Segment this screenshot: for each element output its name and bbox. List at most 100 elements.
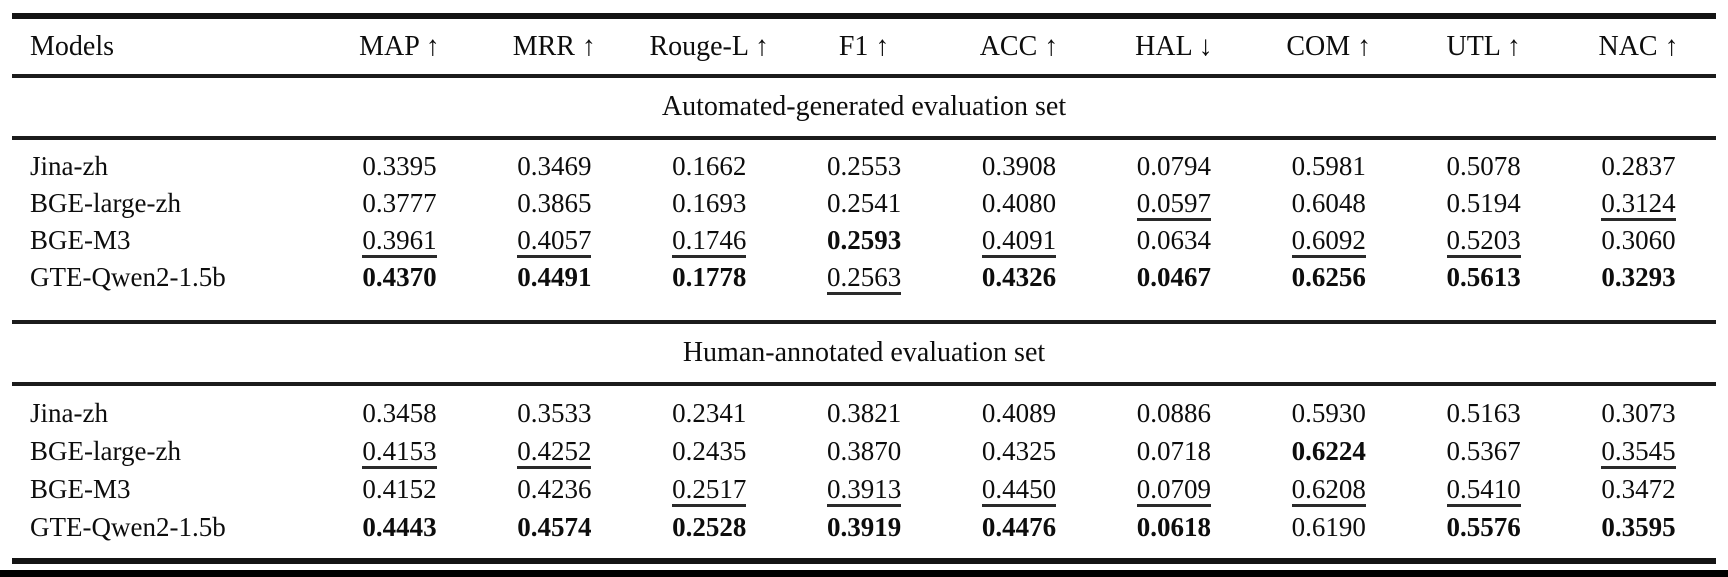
- metric-value-cell: 0.0597: [1096, 185, 1251, 222]
- metric-value-text: 0.3472: [1601, 474, 1676, 504]
- metric-value-cell: 0.3533: [477, 394, 632, 432]
- metric-value-text: 0.5981: [1291, 151, 1366, 181]
- metric-value-cell: 0.5981: [1251, 148, 1406, 185]
- metric-value-cell: 0.5613: [1406, 259, 1561, 296]
- table-row-jina-zh: Jina-zh 0.3458 0.3533 0.2341 0.3821 0.4089 0.0…: [12, 394, 1716, 432]
- metric-value-cell: 0.3961: [322, 222, 477, 259]
- metric-value-text: 0.5367: [1446, 436, 1521, 466]
- metric-value-text: 0.4057: [517, 226, 592, 259]
- metric-value-cell: 0.4089: [942, 394, 1097, 432]
- model-name: GTE-Qwen2-1.5b: [30, 262, 226, 292]
- model-name: Jina-zh: [30, 398, 108, 428]
- metric-value-text: 0.5410: [1446, 475, 1521, 508]
- table-sections: Automated-generated evaluation set Jina-z…: [12, 78, 1716, 558]
- section-label: Automated-generated evaluation set: [661, 91, 1067, 122]
- metric-value-text: 0.3073: [1601, 398, 1676, 428]
- model-name: BGE-M3: [30, 474, 131, 504]
- metric-value-cell: 0.0886: [1096, 394, 1251, 432]
- metric-value-text: 0.4476: [981, 512, 1057, 542]
- metric-value-cell: 0.1693: [632, 185, 787, 222]
- metric-value-cell: 0.6190: [1251, 508, 1406, 546]
- metric-value-cell: 0.4252: [477, 432, 632, 470]
- metric-value-cell: 0.4326: [942, 259, 1097, 296]
- metric-value-text: 0.4091: [981, 226, 1057, 259]
- metric-value-text: 0.3919: [826, 512, 902, 542]
- metric-value-text: 0.0618: [1136, 512, 1211, 542]
- metric-value-text: 0.3060: [1601, 225, 1676, 255]
- metric-value-cell: 0.0634: [1096, 222, 1251, 259]
- metric-value-cell: 0.0718: [1096, 432, 1251, 470]
- metric-value-text: 0.4443: [362, 512, 437, 542]
- metric-value-cell: 0.4152: [322, 470, 477, 508]
- metric-value-text: 0.3469: [517, 151, 592, 181]
- metric-value-cell: 0.3545: [1561, 432, 1716, 470]
- metric-value-text: 0.2541: [826, 188, 902, 218]
- section-separator-rule: [12, 320, 1716, 324]
- metric-value-text: 0.2593: [826, 225, 902, 255]
- metric-value-cell: 0.0709: [1096, 470, 1251, 508]
- metric-value-text: 0.3961: [362, 226, 437, 259]
- model-name: Jina-zh: [30, 151, 108, 181]
- section-automated-generated-evaluation-set: Automated-generated evaluation set Jina-z…: [12, 78, 1716, 320]
- metric-value-text: 0.0718: [1136, 436, 1211, 466]
- metric-value-text: 0.2563: [826, 263, 902, 296]
- metric-value-cell: 0.3865: [477, 185, 632, 222]
- column-header-mrr: MRR ↑: [512, 30, 596, 62]
- metric-value-cell: 0.6208: [1251, 470, 1406, 508]
- metric-value-cell: 0.5194: [1406, 185, 1561, 222]
- metric-value-cell: 0.0618: [1096, 508, 1251, 546]
- bottom-rule: [12, 558, 1716, 564]
- section-rows: Jina-zh 0.3458 0.3533 0.2341 0.3821 0.4089 0.0…: [12, 386, 1716, 558]
- table-row-bge-m3: BGE-M3 0.3961 0.4057 0.1746 0.2593 0.4091 0.06…: [12, 222, 1716, 259]
- metric-value-cell: 0.3913: [787, 470, 942, 508]
- metric-value-cell: 0.6048: [1251, 185, 1406, 222]
- table-row-gte-qwen2-1-5b: GTE-Qwen2-1.5b 0.4443 0.4574 0.2528 0.3919 0.…: [12, 508, 1716, 546]
- table-row-bge-large-zh: BGE-large-zh 0.4153 0.4252 0.2435 0.3870 0.43…: [12, 432, 1716, 470]
- section-human-annotated-evaluation-set: Human-annotated evaluation set Jina-zh 0.3…: [12, 324, 1716, 558]
- metric-value-cell: 0.4080: [942, 185, 1097, 222]
- metric-value-cell: 0.5930: [1251, 394, 1406, 432]
- metric-value-text: 0.3865: [517, 188, 592, 218]
- metric-value-text: 0.3545: [1601, 437, 1676, 470]
- metric-value-cell: 0.4476: [942, 508, 1097, 546]
- metric-value-text: 0.2435: [672, 436, 747, 466]
- metric-value-cell: 0.4491: [477, 259, 632, 296]
- metric-value-cell: 0.0467: [1096, 259, 1251, 296]
- column-header-models: Models: [30, 30, 114, 62]
- metric-value-text: 0.3870: [826, 436, 902, 466]
- table-header-row: Models MAP ↑ MRR ↑ Rouge-L ↑ F1 ↑ ACC ↑ HAL ↓ C…: [12, 19, 1716, 74]
- model-name: BGE-large-zh: [30, 188, 181, 218]
- metric-value-text: 0.5613: [1446, 262, 1521, 292]
- metric-value-text: 0.1778: [672, 262, 747, 292]
- metric-value-cell: 0.1662: [632, 148, 787, 185]
- column-header-com: COM ↑: [1286, 30, 1372, 62]
- metric-value-text: 0.6224: [1291, 436, 1366, 466]
- metric-value-text: 0.2517: [672, 475, 747, 508]
- metric-value-text: 0.2341: [672, 398, 747, 428]
- metric-value-cell: 0.1746: [632, 222, 787, 259]
- column-header-utl: UTL ↑: [1446, 30, 1521, 62]
- metric-value-text: 0.3533: [517, 398, 592, 428]
- metric-value-cell: 0.3595: [1561, 508, 1716, 546]
- metric-value-text: 0.4080: [981, 188, 1057, 218]
- metric-value-cell: 0.5163: [1406, 394, 1561, 432]
- metric-value-text: 0.0794: [1136, 151, 1211, 181]
- column-header-map: MAP ↑: [359, 30, 440, 62]
- header-bottom-rule: [12, 74, 1716, 78]
- metric-value-text: 0.5078: [1446, 151, 1521, 181]
- column-header-hal: HAL ↓: [1135, 30, 1213, 62]
- metric-value-text: 0.3913: [826, 475, 902, 508]
- metric-value-cell: 0.4057: [477, 222, 632, 259]
- metric-value-cell: 0.1778: [632, 259, 787, 296]
- metric-value-text: 0.0709: [1136, 475, 1211, 508]
- column-header-acc: ACC ↑: [979, 30, 1059, 62]
- metric-value-text: 0.4491: [517, 262, 592, 292]
- section-label-bottom-rule: [12, 382, 1716, 386]
- metric-value-text: 0.6208: [1291, 475, 1366, 508]
- metric-value-cell: 0.3908: [942, 148, 1097, 185]
- metric-value-text: 0.4370: [362, 262, 437, 292]
- metric-value-cell: 0.5410: [1406, 470, 1561, 508]
- metric-value-text: 0.4089: [981, 398, 1057, 428]
- metric-value-text: 0.6190: [1291, 512, 1366, 542]
- metric-value-cell: 0.3821: [787, 394, 942, 432]
